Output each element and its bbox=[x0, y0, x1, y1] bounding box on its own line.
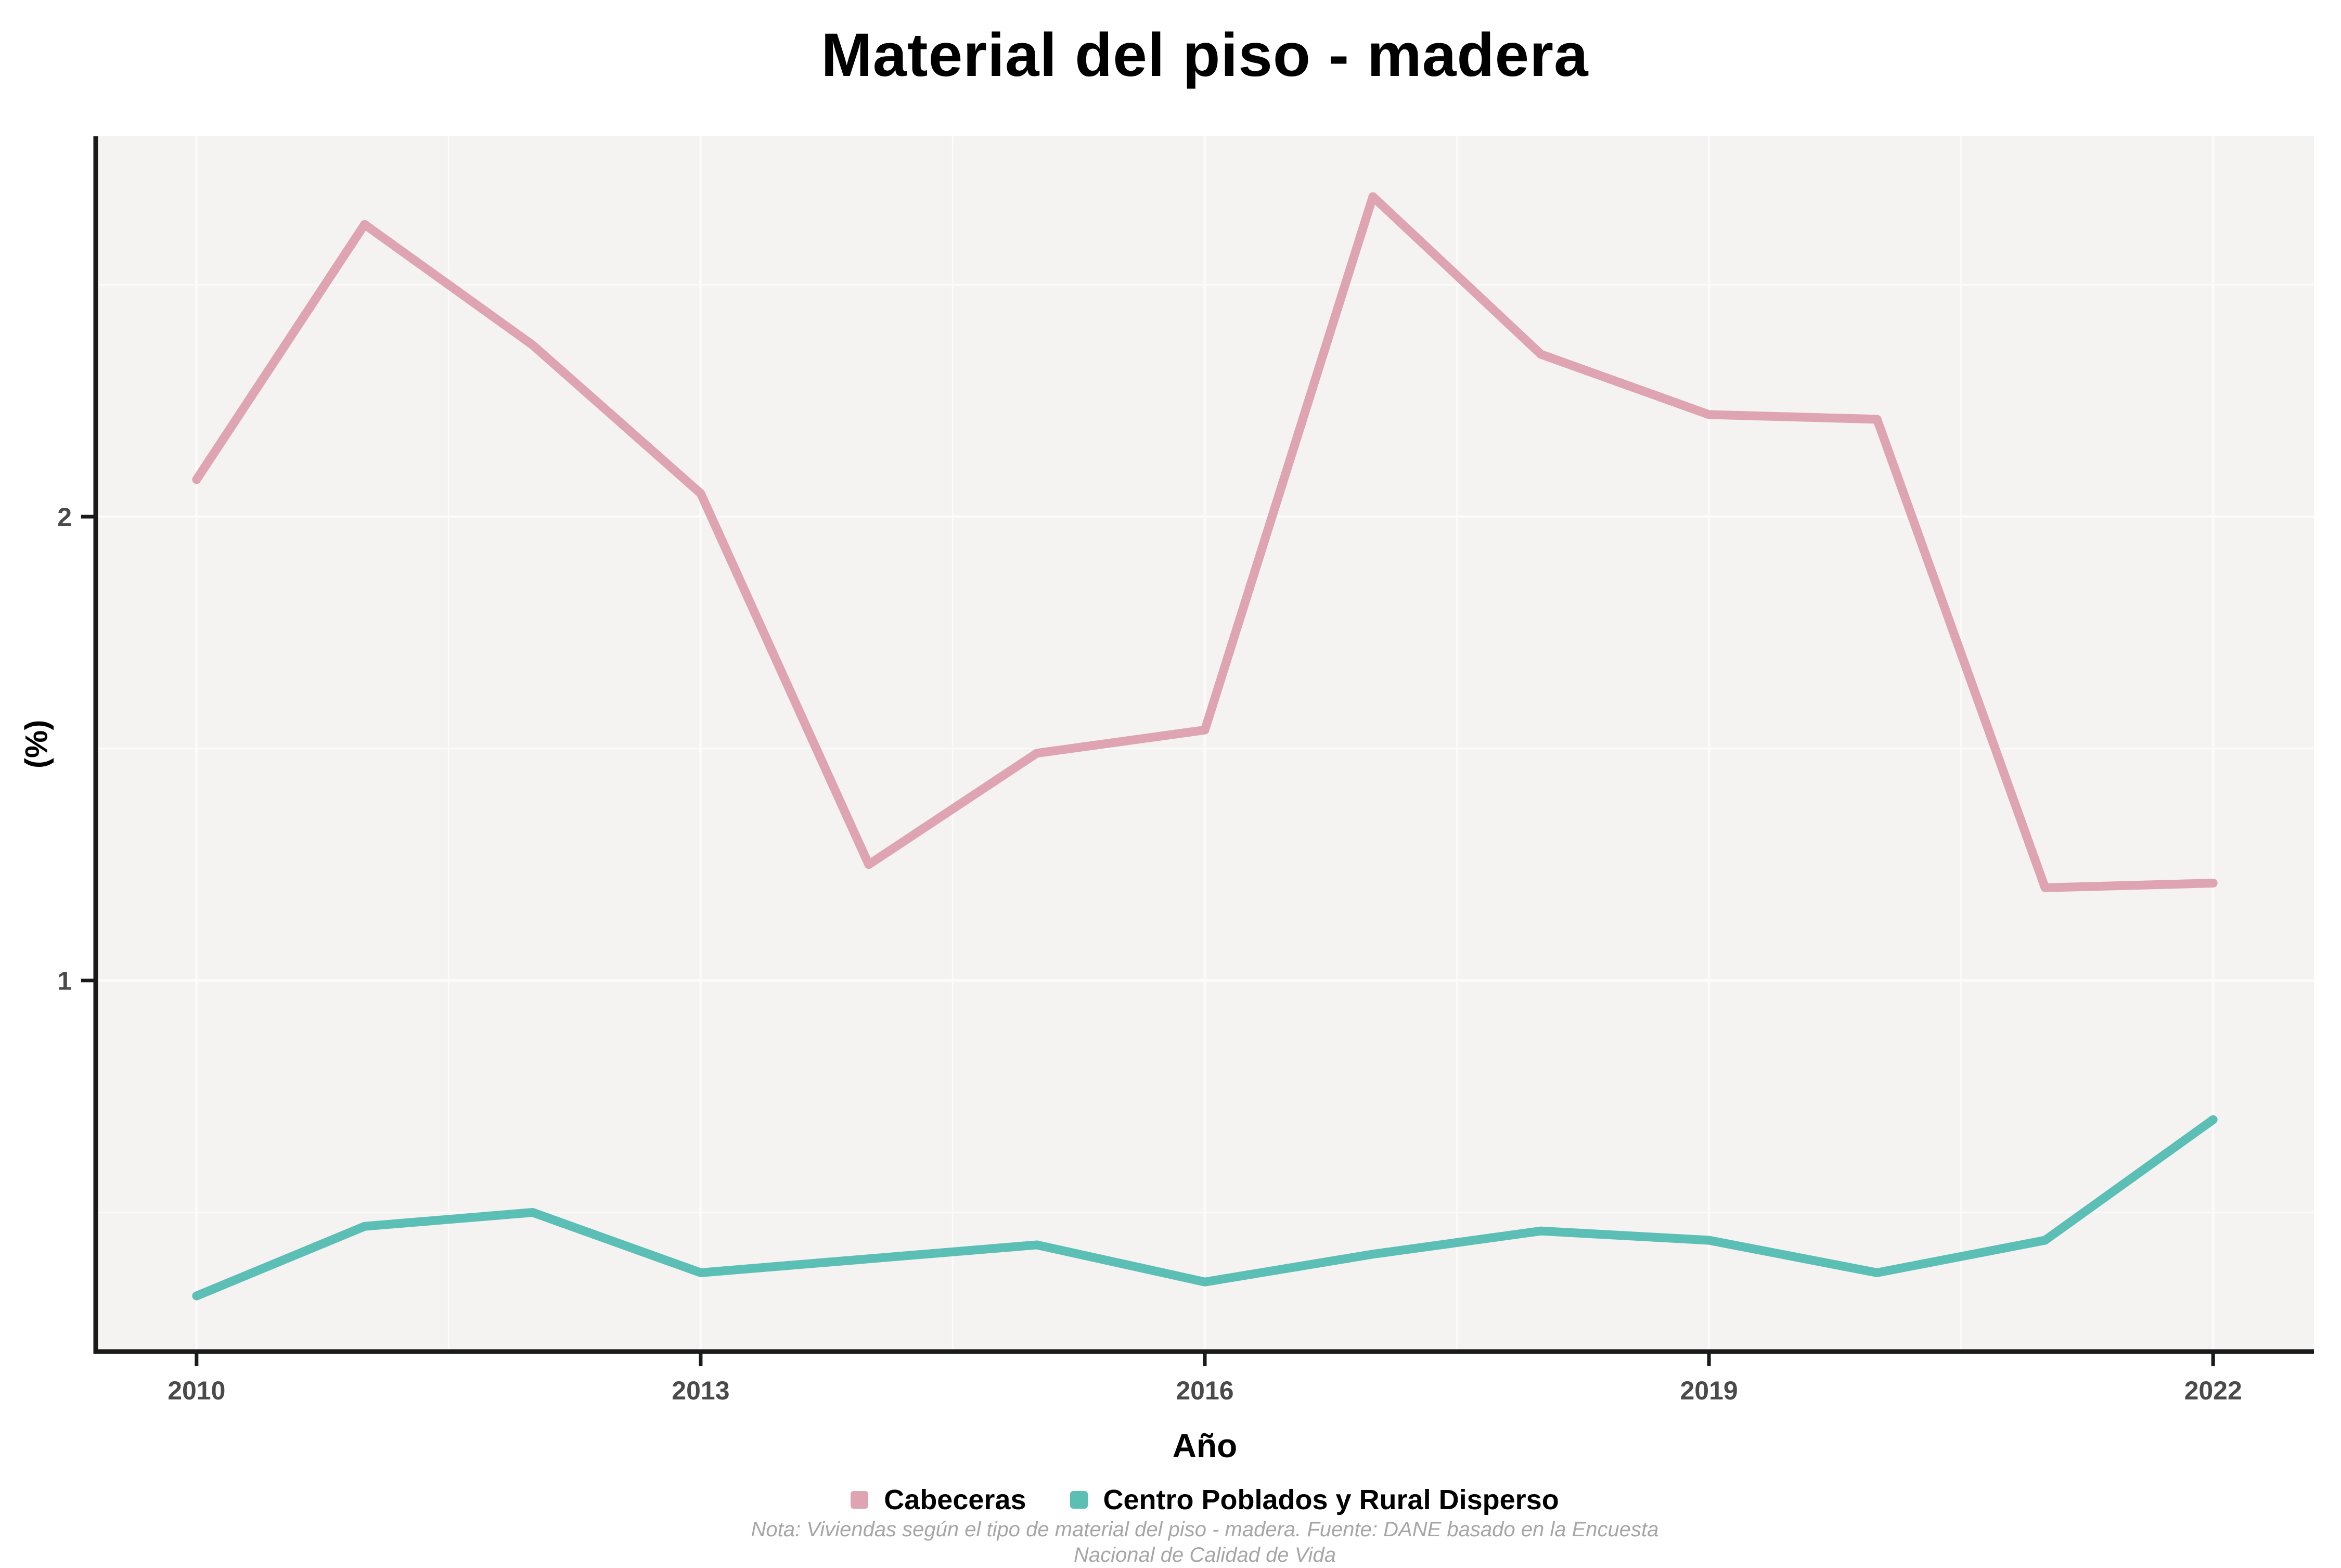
legend-item-cabeceras: Cabeceras bbox=[851, 1484, 1026, 1516]
chart-title: Material del piso - madera bbox=[821, 21, 1589, 89]
legend-key-swatch bbox=[1070, 1491, 1088, 1509]
legend-key-swatch bbox=[851, 1491, 869, 1509]
y-tick-label: 2 bbox=[57, 503, 72, 532]
series-line-cabeceras bbox=[192, 192, 2218, 892]
caption-line-1: Nota: Viviendas según el tipo de materia… bbox=[751, 1518, 1659, 1541]
x-tick-label: 2013 bbox=[672, 1376, 729, 1405]
x-tick-label: 2019 bbox=[1680, 1376, 1738, 1405]
x-axis-title: Año bbox=[1172, 1427, 1238, 1464]
legend-item-label: Cabeceras bbox=[884, 1484, 1026, 1515]
caption-line-2: Nacional de Calidad de Vida bbox=[1073, 1543, 1336, 1566]
legend-item-label: Centro Poblados y Rural Disperso bbox=[1103, 1484, 1559, 1515]
legend: Cabeceras Centro Poblados y Rural Disper… bbox=[96, 1484, 2314, 1516]
legend-item-centro-poblados: Centro Poblados y Rural Disperso bbox=[1070, 1484, 1559, 1516]
x-tick-label: 2016 bbox=[1176, 1376, 1233, 1405]
series-line-centro-poblados-y-rural-disperso bbox=[192, 1115, 2218, 1301]
x-tick-label: 2022 bbox=[2184, 1376, 2242, 1405]
caption-note: Nota: Viviendas según el tipo de materia… bbox=[96, 1517, 2314, 1568]
x-tick-label: 2010 bbox=[168, 1376, 225, 1405]
y-tick-label: 1 bbox=[57, 967, 72, 996]
